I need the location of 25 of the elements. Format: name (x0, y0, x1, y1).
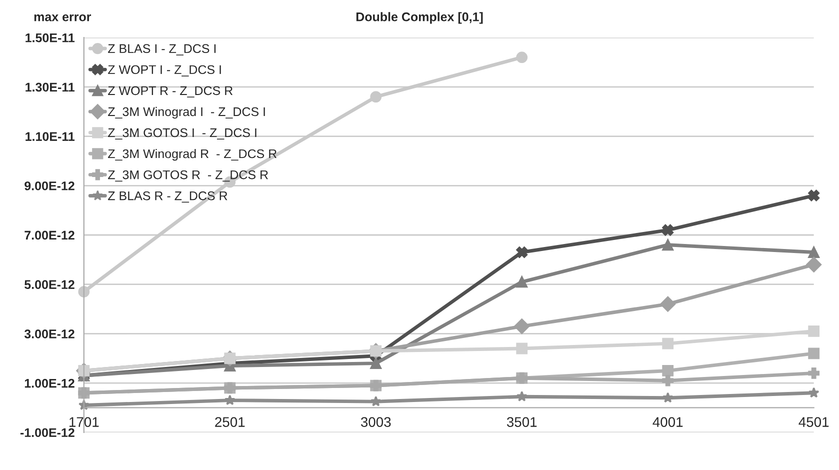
y-tick-label: 1.00E-12 (24, 378, 74, 388)
y-tick-label: -1.00E-12 (20, 428, 74, 438)
legend-label: Z_3M Winograd R - Z_DCS R (108, 148, 277, 161)
chart-title: Double Complex [0,1] (356, 12, 483, 24)
y-tick-label: 1.10E-11 (26, 132, 75, 141)
y-tick-label: 3.00E-12 (24, 330, 74, 338)
y-tick-label: 1.50E-11 (26, 33, 75, 42)
legend-label: Z_3M GOTOS I - Z_DCS I (108, 128, 256, 140)
y-axis-title: max error (34, 14, 92, 22)
y-tick-label: 5.00E-12 (24, 280, 74, 289)
y-tick-label: 7.00E-12 (24, 230, 74, 240)
legend-label: Z WOPT R - Z_DCS R (108, 86, 233, 98)
x-tick-label: 1701 (70, 417, 99, 427)
legend-label: Z WOPT I - Z_DCS I (108, 65, 221, 76)
x-tick-label: 4501 (798, 417, 829, 427)
x-tick-label: 3003 (360, 417, 391, 427)
y-tick-label: 9.00E-12 (24, 181, 74, 190)
y-tick-label: 1.30E-11 (26, 82, 75, 92)
x-tick-label: 2501 (215, 417, 245, 427)
x-tick-label: 3501 (506, 417, 537, 427)
legend-label: Z BLAS I - Z_DCS I (108, 44, 216, 56)
legend-label: Z_3M GOTOS R - Z_DCS R (108, 170, 268, 182)
legend-label: Z_3M Winograd I - Z_DCS I (108, 106, 265, 119)
legend-label: Z BLAS R - Z_DCS R (108, 191, 228, 203)
x-tick-label: 4001 (652, 417, 683, 427)
